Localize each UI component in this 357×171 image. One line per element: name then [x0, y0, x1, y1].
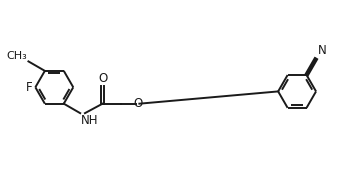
Text: CH₃: CH₃ [6, 51, 27, 61]
Text: O: O [133, 97, 142, 110]
Text: N: N [318, 44, 327, 57]
Text: NH: NH [81, 114, 98, 127]
Text: O: O [98, 71, 107, 84]
Text: F: F [26, 81, 33, 94]
